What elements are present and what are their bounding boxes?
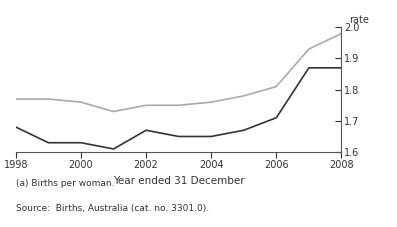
Australia	[339, 32, 344, 35]
Australia	[46, 98, 51, 100]
Australia	[144, 104, 148, 107]
Australia	[111, 110, 116, 113]
Line: Australia: Australia	[16, 34, 341, 111]
Victoria	[46, 141, 51, 144]
Text: rate: rate	[349, 15, 369, 25]
Victoria	[339, 67, 344, 69]
Australia	[274, 85, 279, 88]
Victoria	[111, 148, 116, 150]
Line: Victoria: Victoria	[16, 68, 341, 149]
Australia	[79, 101, 83, 104]
Victoria	[209, 135, 214, 138]
Victoria	[274, 116, 279, 119]
Victoria	[176, 135, 181, 138]
Victoria	[306, 67, 311, 69]
Victoria	[13, 126, 18, 128]
Victoria	[79, 141, 83, 144]
Australia	[241, 95, 246, 97]
X-axis label: Year ended 31 December: Year ended 31 December	[113, 176, 245, 186]
Text: (a) Births per woman.: (a) Births per woman.	[16, 179, 114, 188]
Australia	[306, 48, 311, 50]
Australia	[13, 98, 18, 100]
Australia	[209, 101, 214, 104]
Victoria	[144, 129, 148, 132]
Text: Source:  Births, Australia (cat. no. 3301.0).: Source: Births, Australia (cat. no. 3301…	[16, 204, 209, 213]
Victoria	[241, 129, 246, 132]
Australia	[176, 104, 181, 107]
